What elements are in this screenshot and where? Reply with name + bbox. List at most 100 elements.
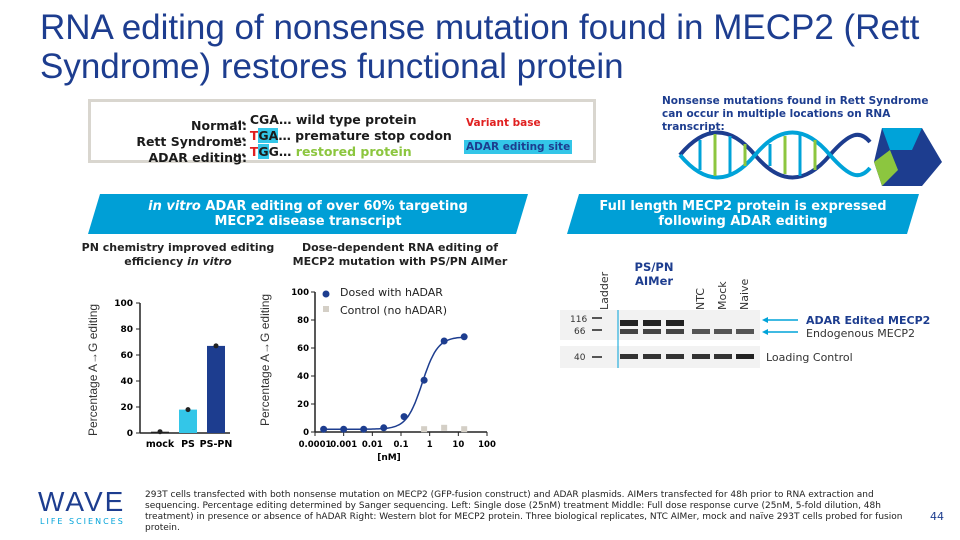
banner-left-line1: in vitro ADAR editing of over 60% target… bbox=[88, 199, 528, 214]
banner-left-line2: MECP2 disease transcript bbox=[214, 214, 402, 229]
seq-rett-variant: T bbox=[249, 128, 259, 143]
sequence-rett: … TGA… premature stop codon bbox=[233, 128, 452, 144]
wave-logo-sub: LIFE SCIENCES bbox=[40, 517, 125, 526]
dose-x-tick-label: 100 bbox=[478, 440, 496, 450]
page-number: 44 bbox=[930, 510, 944, 523]
dose-x-tick-label: 10 bbox=[452, 440, 464, 450]
blot-arrows bbox=[762, 317, 798, 335]
dose-point-dosed bbox=[420, 376, 428, 384]
bar-y-tick-label: 60 bbox=[120, 351, 133, 361]
legend-control-marker bbox=[323, 306, 329, 312]
seq-rett-suffix: … premature stop codon bbox=[278, 128, 452, 143]
dose-point-dosed bbox=[340, 425, 348, 433]
sequence-values: … CGA… wild type protein … TGA… prematur… bbox=[233, 112, 452, 160]
bar-y-tick-label: 40 bbox=[120, 377, 133, 387]
dna-helix-icon bbox=[678, 130, 872, 180]
dose-chart-title: Dose-dependent RNA editing of MECP2 muta… bbox=[290, 241, 510, 269]
dose-point-dosed bbox=[400, 413, 408, 421]
adar-site-legend: ADAR editing site bbox=[464, 140, 573, 154]
dose-point-dosed bbox=[440, 337, 448, 345]
seq-rett-prefix: … bbox=[233, 128, 250, 143]
platform-triangle-icon bbox=[874, 128, 942, 186]
label-adar: ADAR editing: bbox=[148, 150, 247, 165]
variant-base-legend: Variant base bbox=[466, 117, 541, 129]
dose-point-dosed bbox=[460, 333, 468, 341]
label-adar-edited: ADAR Edited MECP2 bbox=[806, 314, 931, 327]
legend-control: Control (no hADAR) bbox=[340, 304, 447, 317]
dose-fit-curve bbox=[323, 336, 465, 430]
wave-logo: WAVE bbox=[38, 486, 126, 517]
dose-point-dosed bbox=[360, 425, 368, 433]
dose-point-control bbox=[461, 426, 468, 433]
bar-y-tick-label: 0 bbox=[127, 429, 133, 439]
marker-66: 66 bbox=[574, 327, 586, 337]
dose-x-tick-label: 1 bbox=[427, 440, 433, 450]
seq-adar-restored: restored protein bbox=[295, 144, 412, 159]
seq-adar-edited: G bbox=[258, 144, 269, 159]
dose-y-tick-label: 60 bbox=[297, 344, 309, 354]
marker-116: 116 bbox=[570, 315, 587, 325]
bar-ps bbox=[179, 409, 197, 433]
dose-point-dosed bbox=[380, 424, 388, 432]
legend-dosed-marker bbox=[322, 290, 330, 298]
bar-ylabel: Percentage A→G editing bbox=[86, 303, 100, 436]
seq-rett-site: GA bbox=[258, 128, 279, 143]
sequence-adar: … TGG… restored protein bbox=[233, 144, 452, 160]
label-rett: Rett Syndrome: bbox=[136, 134, 247, 149]
seq-normal-mid: GA bbox=[259, 112, 279, 127]
marker-40: 40 bbox=[574, 353, 586, 363]
banner-in-vitro: in vitro ADAR editing of over 60% target… bbox=[88, 194, 528, 234]
lane-label-naive: Naive bbox=[738, 278, 751, 310]
seq-adar-variant: T bbox=[249, 144, 259, 159]
dose-x-tick-label: 0.0001 bbox=[299, 440, 332, 450]
bar-title-italic: in vitro bbox=[187, 255, 232, 268]
bar-y-tick-label: 20 bbox=[120, 403, 133, 413]
page-title: RNA editing of nonsense mutation found i… bbox=[40, 8, 920, 86]
dose-title-line1: Dose-dependent RNA editing of bbox=[301, 241, 499, 254]
bar-y-tick-label: 80 bbox=[120, 325, 133, 335]
dose-y-tick-label: 100 bbox=[291, 288, 309, 298]
dose-x-tick-label: 0.01 bbox=[362, 440, 383, 450]
dose-y-tick-label: 0 bbox=[303, 428, 309, 438]
bar-category-label: mock bbox=[146, 439, 175, 450]
bar-point-ps bbox=[185, 407, 191, 413]
bar-category-label: PS-PN bbox=[200, 439, 233, 450]
sequence-labels: Normal: Rett Syndrome: ADAR editing: bbox=[115, 118, 247, 166]
bar-title-line1: PN chemistry improved editing bbox=[81, 241, 275, 254]
footer-caption: 293T cells transfected with both nonsens… bbox=[145, 490, 903, 533]
seq-adar-prefix: … bbox=[233, 144, 250, 159]
lane-label-mock: Mock bbox=[716, 281, 729, 310]
label-loading-control: Loading Control bbox=[766, 351, 853, 364]
seq-adar-g: G bbox=[268, 144, 279, 159]
lane-label-ladder: Ladder bbox=[598, 271, 611, 310]
lane-label-ntc: NTC bbox=[694, 288, 707, 310]
dose-title-line2: MECP2 mutation with PS/PN AIMer bbox=[292, 255, 508, 268]
bar-title-plain: efficiency bbox=[124, 255, 188, 268]
sequence-box: Normal: Rett Syndrome: ADAR editing: … C… bbox=[88, 99, 596, 166]
bar-point-mock bbox=[157, 429, 163, 435]
banner-left-text: ADAR editing of over 60% targeting bbox=[200, 199, 468, 214]
label-normal: Normal: bbox=[191, 118, 247, 133]
blot-header-line2: AIMer bbox=[634, 274, 674, 288]
seq-adar-dots: … bbox=[278, 144, 296, 159]
dose-x-tick-label: 0.1 bbox=[393, 440, 408, 450]
blot-header-line1: PS/PN bbox=[634, 260, 674, 274]
seq-normal-prefix: … C bbox=[233, 112, 260, 127]
rna-transcript-graphic bbox=[678, 128, 942, 186]
dose-x-label: [nM] bbox=[377, 453, 401, 463]
legend-dosed: Dosed with hADAR bbox=[340, 286, 443, 299]
bar-category-label: PS bbox=[181, 439, 195, 450]
western-blot-image: 116 66 40 bbox=[560, 310, 760, 368]
banner-protein-expressed: Full length MECP2 protein is expressed f… bbox=[567, 194, 919, 234]
dose-y-tick-label: 80 bbox=[297, 316, 309, 326]
dose-point-control bbox=[441, 424, 448, 431]
bar-title-line2: efficiency in vitro bbox=[78, 255, 278, 269]
bar-chart: 0 20 40 60 80 100 mock PS PS-PN bbox=[114, 299, 233, 450]
bar-point-ps-pn bbox=[213, 343, 219, 349]
dose-x-tick-label: 0.001 bbox=[330, 440, 357, 450]
blot-header: PS/PN AIMer bbox=[612, 260, 696, 288]
banner-left-italic: in vitro bbox=[148, 199, 201, 214]
label-endogenous: Endogenous MECP2 bbox=[806, 327, 916, 340]
dose-point-dosed bbox=[320, 425, 328, 433]
